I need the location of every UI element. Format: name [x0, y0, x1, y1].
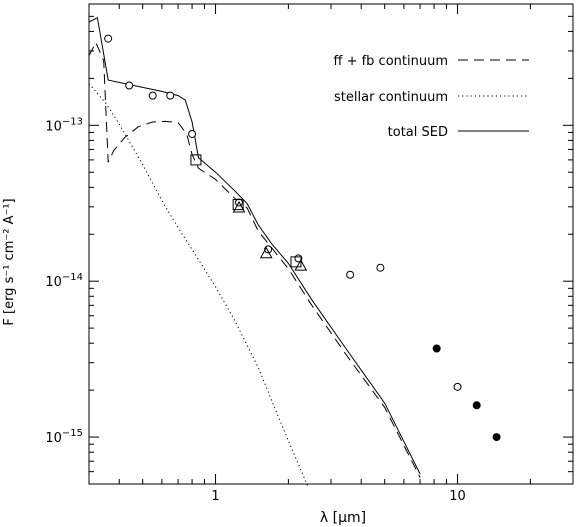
filled-circle-point — [472, 401, 481, 410]
plot-frame — [88, 3, 574, 485]
open-circle-point — [188, 129, 197, 138]
y-tick-label-base: 10 — [45, 431, 62, 446]
open-circle-point — [376, 263, 385, 272]
y-tick-label-base: 10 — [45, 119, 62, 134]
open-triangle-point — [232, 200, 246, 213]
legend-label-ff-fb-continuum: ff + fb continuum — [333, 54, 448, 69]
x-tick-label: 1 — [211, 489, 219, 504]
x-axis-label: λ [μm] — [320, 510, 366, 526]
filled-circle-point — [492, 433, 501, 442]
open-circle-point — [104, 34, 113, 43]
open-square-point — [232, 199, 244, 211]
open-circle-point — [166, 91, 175, 100]
open-square-point — [190, 154, 202, 166]
legend: ff + fb continuum stellar continuum total … — [333, 54, 529, 140]
open-triangle-point — [294, 259, 308, 271]
open-triangle-point — [259, 246, 273, 259]
plot-area-border — [88, 3, 574, 485]
open-circle-point — [346, 270, 355, 279]
open-circle-point — [125, 81, 134, 90]
y-axis-label: F [erg s⁻¹ cm⁻² A⁻¹] — [2, 198, 17, 325]
open-square-point — [290, 256, 302, 268]
axis-ticks — [88, 4, 574, 485]
legend-label-stellar-continuum: stellar continuum — [334, 90, 448, 105]
y-tick-label-exponent: −14 — [62, 272, 83, 283]
series-line-stellar-continuum — [88, 83, 308, 486]
data-points — [104, 34, 501, 442]
x-tick-label: 10 — [449, 489, 466, 504]
open-circle-point — [148, 91, 157, 100]
series-line-ff-fb-continuum — [88, 41, 421, 478]
y-tick-label: 10−13 — [45, 116, 83, 134]
y-tick-label: 10−15 — [45, 428, 83, 446]
series-lines — [88, 16, 421, 486]
series-line-total-sed — [88, 16, 421, 475]
filled-circle-point — [432, 344, 441, 353]
y-tick-label: 10−14 — [45, 272, 83, 290]
legend-label-total-sed: total SED — [388, 125, 448, 140]
y-tick-label-exponent: −13 — [62, 116, 83, 127]
open-circle-point — [453, 382, 462, 391]
y-tick-label-base: 10 — [45, 275, 62, 290]
y-tick-label-exponent: −15 — [62, 428, 83, 439]
